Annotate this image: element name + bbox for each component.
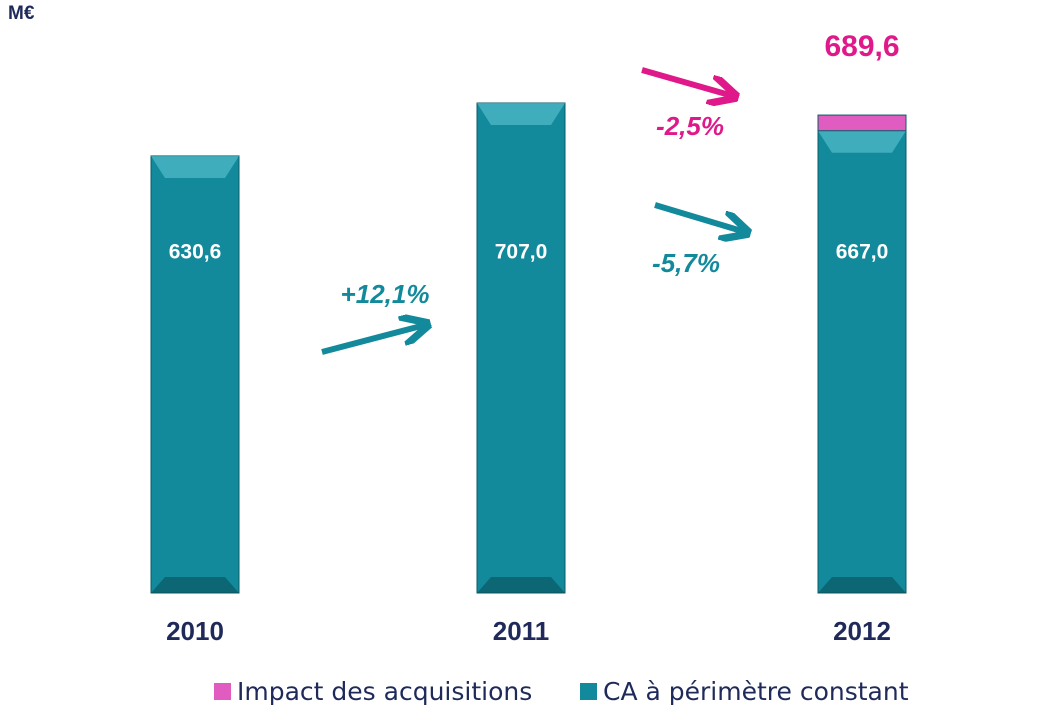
x-tick-label: 2011: [493, 616, 549, 646]
total-label: 689,6: [824, 30, 899, 63]
bar-bevel: [151, 155, 239, 178]
arrow: [654, 202, 745, 232]
bar-bevel: [477, 103, 565, 125]
bar-bevel: [818, 577, 906, 593]
bar-bevel: [477, 577, 565, 593]
arrow: [321, 325, 425, 355]
bar-segment: [817, 114, 907, 132]
value-label: 667,0: [836, 241, 889, 264]
x-tick-label: 2010: [166, 616, 224, 646]
value-label: 630,6: [169, 241, 222, 264]
bar-segment: [817, 130, 907, 594]
x-tick-label: 2012: [833, 616, 891, 646]
bar-bevel: [151, 577, 239, 593]
annotation: -5,7%: [652, 248, 720, 278]
unit-label: M€: [8, 3, 35, 24]
legend-label: Impact des acquisitions: [237, 677, 532, 706]
bar-bevel: [818, 130, 906, 153]
bar-segment: [150, 155, 240, 594]
arrow: [641, 67, 733, 96]
annotation: +12,1%: [341, 279, 430, 309]
legend-swatch: [214, 683, 231, 700]
legend-swatch: [580, 683, 597, 700]
annotation: -2,5%: [656, 111, 724, 141]
legend-label: CA à périmètre constant: [603, 677, 909, 706]
bar-segment: [476, 102, 566, 594]
value-label: 707,0: [495, 241, 548, 264]
